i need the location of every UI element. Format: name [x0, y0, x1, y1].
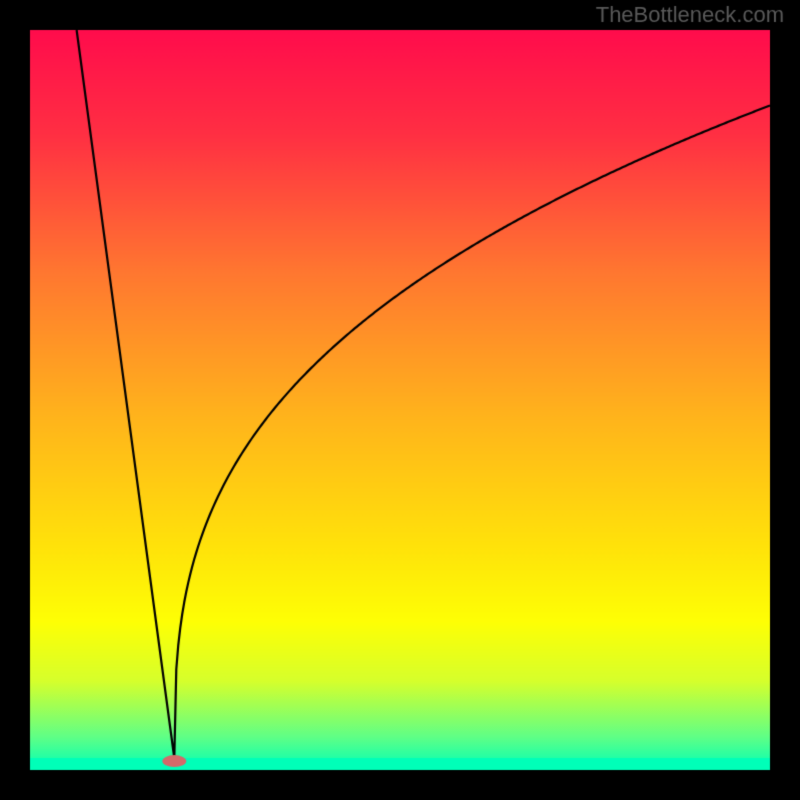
bottleneck-chart	[0, 0, 800, 800]
